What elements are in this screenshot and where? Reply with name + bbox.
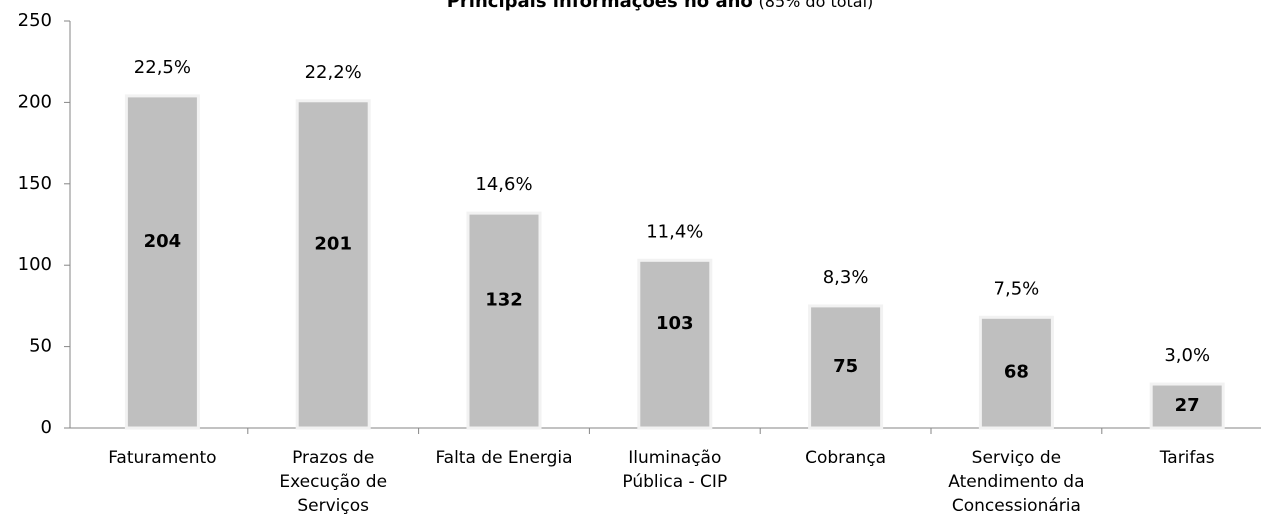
bar	[637, 258, 713, 430]
y-tick-label: 50	[29, 336, 52, 357]
annotation: 14,6%	[475, 174, 532, 195]
y-tick-label: 100	[18, 254, 52, 275]
value-label: 75	[833, 356, 858, 377]
x-tick-label: Cobrança	[805, 448, 887, 468]
x-tick-label: Faturamento	[108, 448, 217, 468]
title: Principais informações no ano	[447, 0, 753, 12]
chart-title: Principais informações no ano (85% do to…	[447, 0, 874, 12]
y-tick-label: 200	[18, 91, 52, 112]
annotation: 22,5%	[134, 57, 191, 78]
subtitle: (85% do total)	[759, 0, 874, 11]
bar	[808, 304, 884, 430]
y-tick-label: 150	[18, 173, 52, 194]
bar	[295, 99, 371, 430]
value-label: 68	[1004, 362, 1029, 383]
y-tick-label: 0	[41, 417, 52, 438]
annotation: 3,0%	[1164, 345, 1210, 366]
value-label: 204	[144, 231, 182, 252]
value-label: 27	[1175, 395, 1200, 416]
annotation: 7,5%	[994, 278, 1040, 299]
annotation: 11,4%	[646, 221, 703, 242]
x-tick-label: Tarifas	[1159, 448, 1215, 468]
y-tick-label: 250	[18, 10, 52, 31]
annotation: 22,2%	[305, 62, 362, 83]
bar	[1149, 382, 1225, 430]
value-label: 103	[656, 313, 694, 334]
bar	[466, 211, 542, 430]
value-label: 201	[314, 233, 352, 254]
value-label: 132	[485, 290, 523, 311]
x-tick-label: Falta de Energia	[435, 448, 573, 468]
bar	[978, 315, 1054, 430]
x-tick-label: Serviço de Atendimento da Concessionária	[948, 448, 1085, 516]
bar	[124, 94, 200, 430]
x-tick-label: Prazos de Execução de Serviços	[279, 448, 388, 516]
x-tick-label: Iluminação Pública - CIP	[622, 448, 728, 492]
annotation: 8,3%	[823, 267, 869, 288]
